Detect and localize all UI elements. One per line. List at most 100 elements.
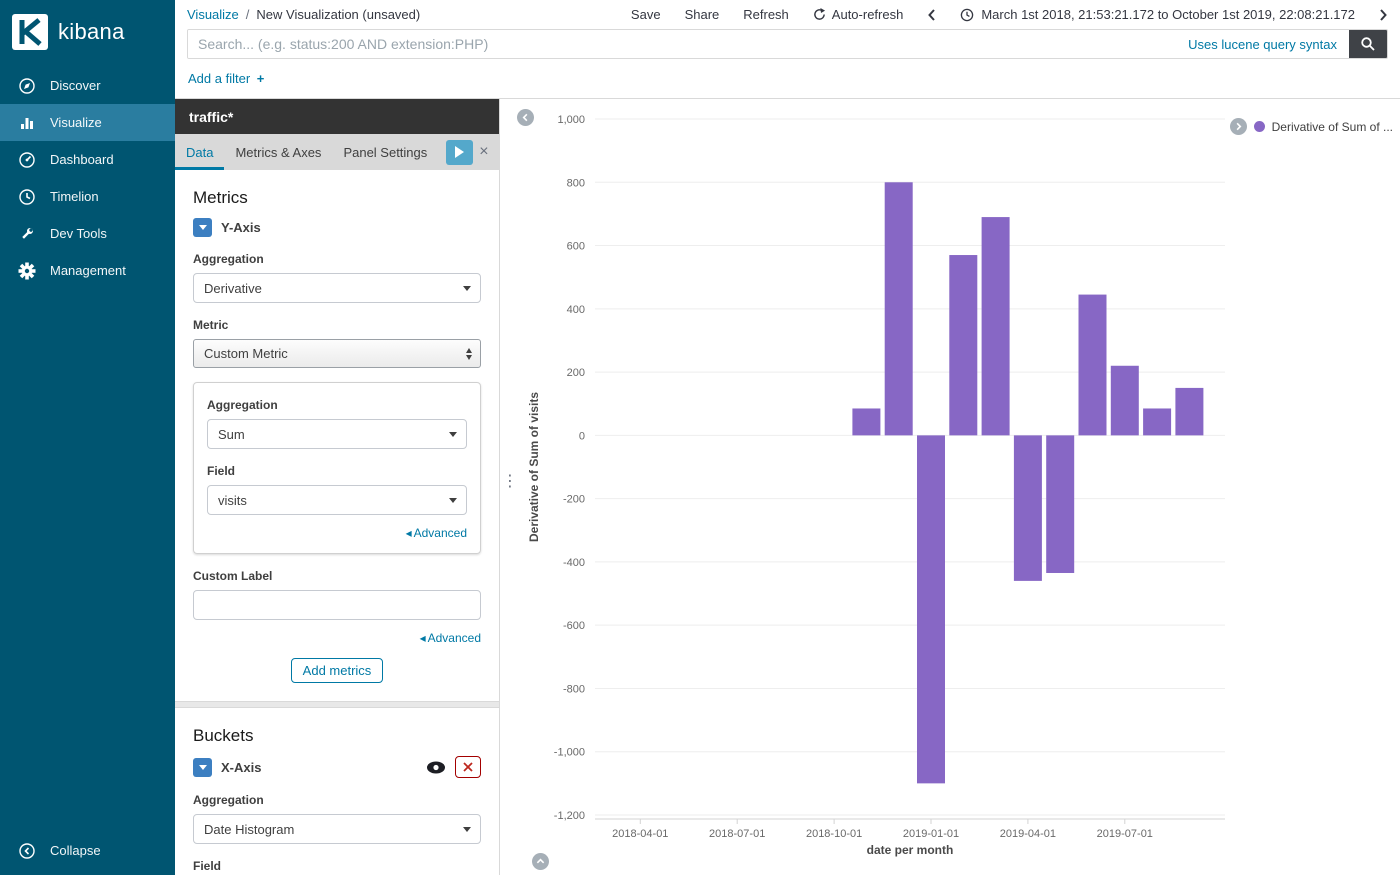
y-axis-label: Y-Axis bbox=[221, 220, 261, 235]
chart-bar[interactable] bbox=[1110, 365, 1139, 436]
metric-label: Metric bbox=[193, 318, 229, 332]
sub-aggregation-value: Sum bbox=[218, 426, 245, 442]
sidebar-item-management[interactable]: Management bbox=[0, 252, 175, 289]
tab-data[interactable]: Data bbox=[175, 134, 224, 170]
chart-bar[interactable] bbox=[884, 182, 913, 436]
svg-text:-400: -400 bbox=[563, 557, 585, 569]
chevron-down-icon bbox=[463, 827, 471, 832]
chart-bar[interactable] bbox=[949, 255, 978, 436]
sidebar-item-label: Dashboard bbox=[50, 152, 114, 167]
svg-text:1,000: 1,000 bbox=[557, 114, 585, 126]
x-axis-label: X-Axis bbox=[221, 759, 262, 775]
apply-changes-button[interactable] bbox=[446, 139, 474, 165]
auto-refresh-icon bbox=[813, 8, 825, 20]
clock-icon bbox=[961, 8, 974, 21]
auto-refresh-button[interactable]: Auto-refresh bbox=[813, 7, 903, 22]
tab-panel-settings[interactable]: Panel Settings bbox=[343, 144, 428, 160]
legend-toggle-button[interactable] bbox=[1229, 118, 1247, 135]
chart-bar[interactable] bbox=[1143, 408, 1172, 436]
section-divider bbox=[175, 701, 499, 708]
aggregation-select[interactable]: Derivative bbox=[193, 273, 481, 303]
collapse-bottom-button[interactable] bbox=[532, 853, 549, 870]
sidebar-item-label: Timelion bbox=[50, 189, 99, 204]
sub-field-select[interactable]: visits bbox=[207, 485, 467, 515]
svg-text:2019-01-01: 2019-01-01 bbox=[903, 828, 959, 840]
chart-legend: Derivative of Sum of ... bbox=[1229, 118, 1393, 135]
chevron-down-icon bbox=[449, 498, 457, 503]
collapse-editor-button[interactable] bbox=[517, 109, 534, 126]
svg-text:200: 200 bbox=[567, 367, 585, 379]
collapse-icon bbox=[19, 842, 35, 859]
kibana-logo-text: kibana bbox=[58, 19, 125, 44]
svg-text:date per month: date per month bbox=[867, 843, 954, 857]
search-button[interactable] bbox=[1349, 30, 1387, 58]
advanced-label: Advanced bbox=[427, 631, 481, 645]
buckets-heading: Buckets bbox=[193, 726, 254, 745]
bucket-field-label: Field bbox=[193, 859, 222, 873]
add-filter-label: Add a filter bbox=[188, 71, 251, 86]
select-arrows-icon bbox=[466, 348, 472, 360]
sidebar-item-discover[interactable]: Discover bbox=[0, 67, 175, 104]
time-range-text: March 1st 2018, 21:53:21.172 to October … bbox=[981, 7, 1355, 22]
sub-advanced-link[interactable]: ◂ Advanced bbox=[207, 526, 467, 540]
x-axis-collapse-button[interactable] bbox=[193, 757, 212, 777]
lucene-syntax-link[interactable]: Uses lucene query syntax bbox=[1188, 36, 1337, 52]
svg-text:Derivative of Sum of visits: Derivative of Sum of visits bbox=[527, 392, 541, 542]
breadcrumb-separator: / bbox=[245, 7, 250, 22]
sub-aggregation-select[interactable]: Sum bbox=[207, 419, 467, 449]
legend-swatch bbox=[1253, 121, 1265, 132]
triangle-left-icon: ◂ bbox=[419, 631, 426, 645]
time-forward-button[interactable] bbox=[1379, 8, 1388, 22]
svg-text:0: 0 bbox=[579, 430, 585, 442]
refresh-button[interactable]: Refresh bbox=[743, 7, 789, 22]
filter-bar: Add a filter + bbox=[175, 59, 1400, 99]
discard-changes-button[interactable]: × bbox=[479, 134, 488, 170]
chart-bar[interactable] bbox=[1175, 387, 1204, 436]
svg-text:2018-07-01: 2018-07-01 bbox=[709, 828, 765, 840]
y-axis-row: Y-Axis bbox=[193, 218, 481, 237]
legend-label[interactable]: Derivative of Sum of ... bbox=[1271, 119, 1393, 134]
aggregation-value: Derivative bbox=[204, 280, 262, 296]
sidebar-item-timelion[interactable]: Timelion bbox=[0, 178, 175, 215]
sidebar-collapse-button[interactable]: Collapse bbox=[0, 832, 175, 869]
kibana-logo[interactable]: kibana bbox=[0, 0, 175, 67]
chart-panel: ⋮ 1,000 800 600 400 200 0 -200 -400 -600 -800 -1,0… bbox=[500, 99, 1400, 875]
search-input[interactable] bbox=[188, 30, 1177, 58]
main-area: Visualize / New Visualization (unsaved) … bbox=[175, 0, 1400, 875]
chevron-down-icon bbox=[449, 432, 457, 437]
sidebar-item-visualize[interactable]: Visualize bbox=[0, 104, 175, 141]
plus-icon: + bbox=[256, 71, 265, 86]
chart-bar[interactable] bbox=[1013, 435, 1042, 581]
panel-resize-handle[interactable]: ⋮ bbox=[502, 473, 518, 490]
editor-body: Metrics Y-Axis Aggregation Derivative Me… bbox=[175, 170, 499, 875]
sidebar-item-dev-tools[interactable]: Dev Tools bbox=[0, 215, 175, 252]
chevron-up-icon bbox=[536, 858, 545, 864]
share-button[interactable]: Share bbox=[684, 7, 720, 22]
top-navbar: Visualize / New Visualization (unsaved) … bbox=[175, 0, 1400, 29]
remove-bucket-button[interactable] bbox=[455, 756, 481, 778]
breadcrumb-visualize-link[interactable]: Visualize bbox=[187, 7, 239, 22]
query-bar: Uses lucene query syntax bbox=[187, 29, 1388, 59]
add-filter-link[interactable]: Add a filter + bbox=[188, 71, 264, 86]
metrics-advanced-link[interactable]: ◂ Advanced bbox=[193, 631, 481, 645]
chart-bar[interactable] bbox=[981, 217, 1010, 436]
svg-text:2018-10-01: 2018-10-01 bbox=[806, 828, 862, 840]
sidebar-item-dashboard[interactable]: Dashboard bbox=[0, 141, 175, 178]
eye-icon bbox=[427, 761, 445, 773]
chart-bar[interactable] bbox=[917, 435, 945, 784]
chart-bar[interactable] bbox=[1078, 294, 1107, 436]
toggle-bucket-button[interactable] bbox=[426, 761, 446, 774]
time-range-picker[interactable]: March 1st 2018, 21:53:21.172 to October … bbox=[960, 7, 1355, 22]
bucket-aggregation-select[interactable]: Date Histogram bbox=[193, 814, 481, 844]
save-button[interactable]: Save bbox=[630, 7, 661, 22]
chevron-down-icon bbox=[198, 225, 207, 230]
metric-select[interactable]: Custom Metric bbox=[193, 339, 481, 368]
y-axis-collapse-button[interactable] bbox=[193, 218, 212, 237]
add-metrics-button[interactable]: Add metrics bbox=[290, 658, 384, 683]
chart-bar[interactable] bbox=[1046, 435, 1075, 573]
topbar-actions: Save Share Refresh Auto-refresh bbox=[631, 7, 1388, 22]
tab-metrics-axes[interactable]: Metrics & Axes bbox=[235, 144, 322, 160]
chart-bar[interactable] bbox=[852, 408, 881, 436]
time-back-button[interactable] bbox=[927, 8, 936, 22]
custom-label-input[interactable] bbox=[193, 590, 481, 620]
